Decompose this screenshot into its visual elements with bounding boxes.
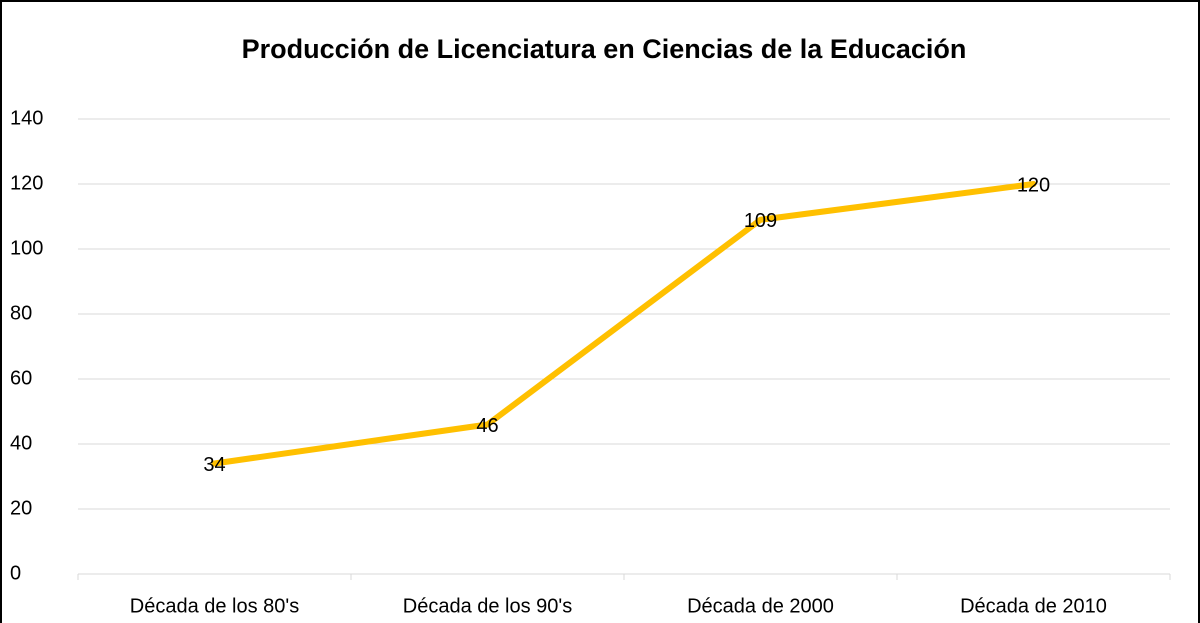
data-label: 46: [476, 415, 498, 437]
y-tick-label: 80: [10, 302, 32, 324]
data-label: 34: [203, 454, 225, 476]
chart-title: Producción de Licenciatura en Ciencias d…: [242, 34, 967, 64]
x-tick-label: Década de 2010: [960, 595, 1107, 617]
y-tick-label: 120: [10, 172, 43, 194]
data-line: [211, 181, 1037, 467]
y-tick-label: 40: [10, 432, 32, 454]
y-tick-label: 140: [10, 107, 43, 129]
data-label: 109: [744, 210, 777, 232]
x-tick-label: Década de los 80's: [130, 595, 299, 617]
x-tick-label: Década de 2000: [687, 595, 834, 617]
y-tick-label: 100: [10, 237, 43, 259]
y-tick-label: 0: [10, 562, 21, 584]
y-tick-label: 20: [10, 497, 32, 519]
x-tick-label: Década de los 90's: [403, 595, 572, 617]
y-tick-label: 60: [10, 367, 32, 389]
data-label: 120: [1017, 174, 1050, 196]
